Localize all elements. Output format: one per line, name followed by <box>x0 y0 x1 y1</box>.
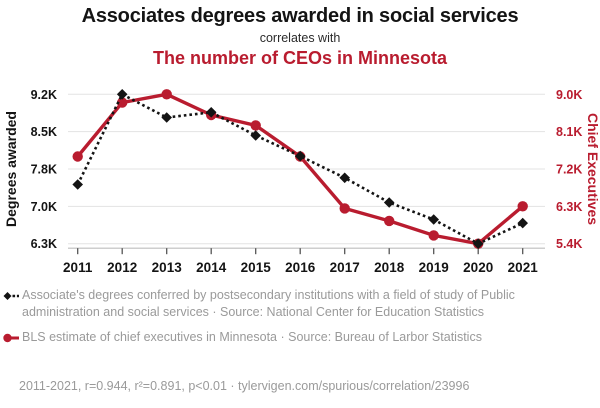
x-axis-year-label: 2013 <box>152 260 183 275</box>
left-axis-tick-label: 9.2K <box>31 88 57 102</box>
circle-marker <box>72 151 83 162</box>
left-axis-title: Degrees awarded <box>3 111 19 227</box>
circle-marker <box>384 215 395 227</box>
circle-marker <box>117 97 128 108</box>
diamond-marker <box>472 238 484 249</box>
x-axis-year-label: 2012 <box>107 260 137 275</box>
diamond-marker <box>339 172 350 184</box>
diamond-marker <box>161 112 172 123</box>
circle-marker <box>161 89 172 100</box>
x-axis-year-label: 2020 <box>463 260 493 275</box>
diamond-marker <box>294 150 306 162</box>
x-axis-year-label: 2019 <box>419 260 449 275</box>
x-axis-year-label: 2017 <box>330 260 360 275</box>
left-axis-tick-label: 8.5K <box>31 125 57 139</box>
header: Associates degrees awarded in social ser… <box>0 0 600 69</box>
right-axis-tick-label: 5.4K <box>556 237 582 251</box>
left-axis-tick-label: 7.0K <box>31 200 57 214</box>
right-axis-tick-label: 7.2K <box>556 163 582 177</box>
right-axis-tick-label: 9.0K <box>556 88 582 102</box>
right-axis-title: Chief Executives <box>585 113 600 225</box>
left-axis-tick-label: 7.8K <box>31 163 57 177</box>
stats-and-source-url: 2011-2021, r=0.944, r²=0.891, p<0.01 · t… <box>19 379 470 393</box>
chart-subtitle: The number of CEOs in Minnesota <box>152 48 448 68</box>
x-axis-year-label: 2014 <box>196 260 227 275</box>
black-diamond-dashed-line-icon <box>3 292 19 300</box>
diamond-marker <box>250 130 261 141</box>
legend-item-ceos: BLS estimate of chief executives in Minn… <box>3 329 563 346</box>
x-axis-year-label: 2015 <box>241 260 272 275</box>
circle-marker <box>339 203 350 214</box>
diamond-marker <box>72 179 83 190</box>
diamond-marker <box>383 197 395 208</box>
legend-item-degrees: Associate's degrees conferred by postsec… <box>3 287 563 321</box>
right-axis-tick-label: 8.1K <box>556 125 582 139</box>
red-circle-solid-line-icon <box>3 333 19 343</box>
legend-label: Associate's degrees conferred by postsec… <box>22 288 515 319</box>
circle-marker <box>428 230 439 241</box>
diamond-marker <box>428 214 439 225</box>
circle-marker <box>517 201 528 212</box>
x-axis-year-label: 2011 <box>63 260 93 275</box>
diamond-marker <box>116 89 128 100</box>
circle-marker <box>250 120 261 131</box>
gridlines <box>68 93 545 245</box>
left-axis-tick-label: 6.3K <box>31 237 57 251</box>
chart-title: Associates degrees awarded in social ser… <box>81 5 519 27</box>
legend: Associate's degrees conferred by postsec… <box>3 287 563 354</box>
correlates-with-text: correlates with <box>259 31 341 45</box>
diamond-marker <box>517 217 528 229</box>
legend-label: BLS estimate of chief executives in Minn… <box>22 330 482 344</box>
diamond-marker <box>205 107 217 118</box>
x-axis-year-label: 2016 <box>285 260 316 275</box>
right-axis-tick-label: 6.3K <box>556 200 582 214</box>
x-axis-year-label: 2018 <box>374 260 405 275</box>
series-line-degrees <box>76 92 524 246</box>
dual-axis-line-chart: 9.2K 9.0K 8.5K 8.1K 7.8K 7.2K 7.0K 6.3K 6.3K 5.4K… <box>3 88 600 275</box>
x-axis-year-label: 2021 <box>508 260 539 275</box>
